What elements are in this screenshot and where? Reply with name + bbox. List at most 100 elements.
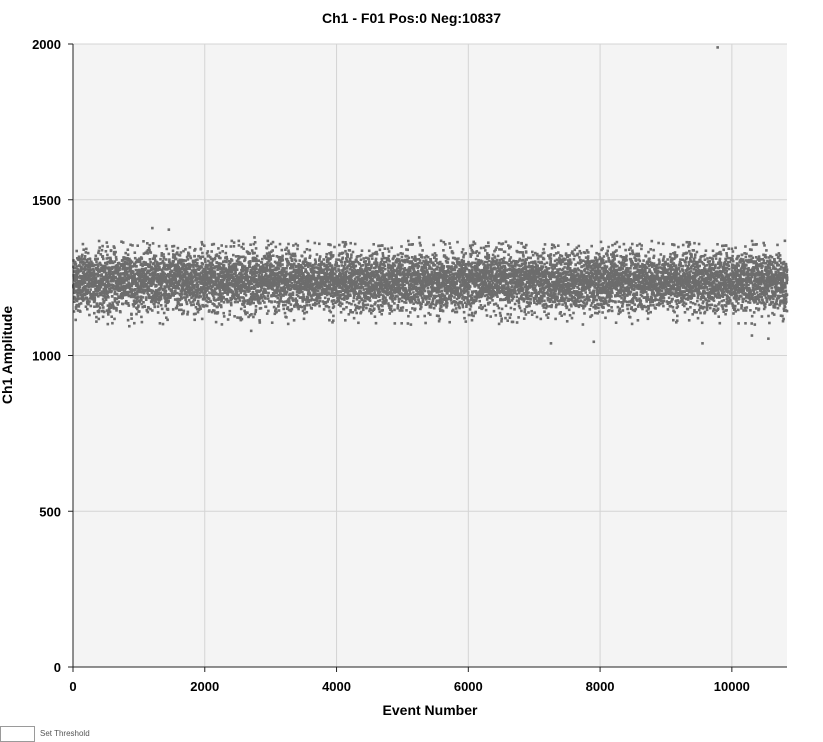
data-point [399,309,402,312]
data-point [267,295,270,298]
data-point [155,285,158,288]
data-point [255,247,258,250]
data-point [115,256,118,259]
data-point [249,262,252,265]
data-point [314,263,317,266]
data-point [187,258,190,261]
data-point [144,305,147,308]
data-point [287,323,290,326]
data-point [132,271,135,274]
data-point [141,321,144,324]
data-point [210,250,213,253]
data-point [285,293,288,296]
data-point [285,253,288,256]
data-point [133,305,136,308]
data-point [243,305,246,308]
data-point [86,308,89,311]
data-point [285,267,288,270]
data-point [294,255,297,258]
data-point [167,300,170,303]
data-point [180,303,183,306]
data-point [113,318,116,321]
data-point [236,291,239,294]
data-point [79,310,82,313]
data-point [176,251,179,254]
data-point [204,260,207,263]
data-point [349,249,352,252]
data-point [322,258,325,261]
data-point [269,255,272,258]
data-point [319,255,322,258]
data-point [254,241,257,244]
data-point [165,304,168,307]
data-point [344,319,347,322]
data-point [158,245,161,248]
data-point [103,311,106,314]
data-point [365,307,368,310]
data-point [75,278,78,281]
data-point [384,296,387,299]
data-point [175,278,178,281]
data-point [292,266,295,269]
data-point [334,268,337,271]
data-point [255,305,258,308]
data-point [86,288,89,291]
data-point [157,305,160,308]
data-point [392,267,395,270]
data-point [223,291,226,294]
data-point [382,255,385,258]
data-point [317,289,320,292]
data-point [297,308,300,311]
data-point [394,298,397,301]
data-point [272,241,275,244]
data-point [384,302,387,305]
data-point [229,310,232,313]
data-point [259,321,262,324]
data-point [215,321,218,324]
data-point [188,253,191,256]
data-point [318,243,321,246]
data-point [106,254,109,257]
data-point [242,243,245,246]
data-point [228,313,231,316]
data-point [234,272,237,275]
data-point [146,242,149,245]
data-point [352,300,355,303]
data-point [85,261,88,264]
data-point [310,280,313,283]
data-point [142,301,145,304]
data-point [335,258,338,261]
data-point [87,252,90,255]
data-point [265,273,268,276]
data-point [285,270,288,273]
data-point [222,312,225,315]
data-point [349,242,352,245]
data-point [135,313,138,316]
data-point [152,281,155,284]
data-point [275,310,278,313]
data-point [375,258,378,261]
data-point [95,260,98,263]
data-point [201,318,204,321]
data-point [280,293,283,296]
data-point [345,279,348,282]
data-point [276,297,279,300]
data-point [212,264,215,267]
data-point [394,264,397,267]
data-point [393,302,396,305]
data-point [344,250,347,253]
data-point [260,307,263,310]
data-point [230,245,233,248]
data-point [173,245,176,248]
data-point [203,294,206,297]
data-point [245,294,248,297]
data-point [391,310,394,313]
data-point [316,253,319,256]
data-point [118,269,121,272]
data-point [149,261,152,264]
data-point [213,243,216,246]
data-point [207,250,210,253]
data-point [400,267,403,270]
data-point [208,292,211,295]
data-point [387,248,390,251]
